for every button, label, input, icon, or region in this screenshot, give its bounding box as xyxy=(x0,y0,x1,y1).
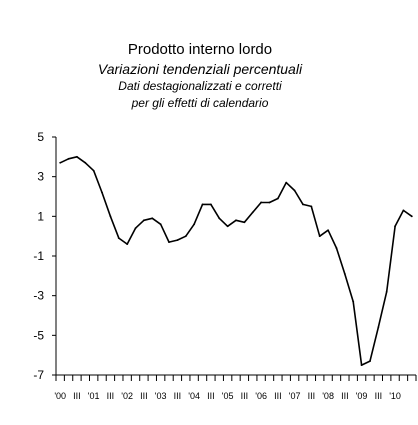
data-point xyxy=(184,235,187,238)
data-point xyxy=(193,223,196,226)
data-point xyxy=(126,243,129,246)
data-point xyxy=(168,241,170,244)
data-point xyxy=(243,221,246,224)
x-tick-label: III xyxy=(207,391,215,401)
data-point xyxy=(268,201,271,204)
data-point xyxy=(151,217,154,220)
data-point xyxy=(285,181,288,184)
data-point xyxy=(327,229,329,232)
data-point xyxy=(360,364,363,366)
chart-subtitle: Variazioni tendenziali percentuali xyxy=(97,61,303,77)
series-lines xyxy=(59,155,413,366)
data-point xyxy=(117,237,120,240)
x-tick-label: '06 xyxy=(255,391,267,401)
data-point xyxy=(218,217,221,220)
data-point xyxy=(201,203,204,206)
data-point xyxy=(293,189,296,192)
data-point xyxy=(335,247,338,249)
data-point xyxy=(251,211,254,214)
data-point xyxy=(209,203,212,206)
y-tick-label: -5 xyxy=(33,328,44,342)
x-tick-label: III xyxy=(140,391,148,401)
chart-title: Prodotto interno lordo xyxy=(127,41,273,58)
data-point xyxy=(310,205,313,208)
data-point xyxy=(276,197,279,200)
y-tick-label: -3 xyxy=(33,289,44,303)
data-point xyxy=(302,203,304,206)
data-point xyxy=(260,201,263,204)
data-point xyxy=(109,215,112,218)
x-tick-label: '07 xyxy=(289,391,301,401)
x-tick-label: '10 xyxy=(389,391,401,401)
x-tick-label: '01 xyxy=(88,391,100,401)
data-point xyxy=(84,161,87,164)
data-point xyxy=(385,290,388,293)
data-point xyxy=(176,239,179,242)
data-point xyxy=(143,219,145,222)
data-point xyxy=(76,155,78,158)
chart-note-line-2: per gli effetti di calendario xyxy=(131,96,269,110)
data-point xyxy=(352,300,355,303)
data-point xyxy=(369,360,371,363)
x-tick-label: III xyxy=(308,391,316,401)
x-axis-ticks: '00 III '01 III '02 III '03 III '04 III '05 III '06 I… xyxy=(54,375,417,401)
data-point xyxy=(318,235,321,238)
x-tick-label: III xyxy=(241,391,249,401)
data-point xyxy=(394,225,396,228)
y-tick-label: 5 xyxy=(37,130,44,144)
chart-titles: Prodotto interno lordo Variazioni tenden… xyxy=(0,40,400,112)
x-tick-label: '05 xyxy=(222,391,234,401)
x-tick-label: '00 xyxy=(54,391,66,401)
y-tick-label: 1 xyxy=(37,209,44,223)
data-point xyxy=(67,157,70,160)
data-point xyxy=(92,169,95,172)
x-tick-label: '04 xyxy=(188,391,200,401)
x-tick-label: III xyxy=(73,391,81,401)
data-point xyxy=(402,209,405,212)
x-tick-label: III xyxy=(274,391,282,401)
x-tick-label: III xyxy=(107,391,115,401)
x-tick-label: III xyxy=(341,391,349,401)
y-tick-label: -7 xyxy=(33,368,44,382)
x-tick-label: III xyxy=(174,391,182,401)
data-point xyxy=(59,161,62,164)
data-point xyxy=(343,272,346,275)
y-tick-label: -1 xyxy=(33,249,44,263)
x-tick-label: '08 xyxy=(322,391,334,401)
x-tick-label: III xyxy=(375,391,383,401)
data-point xyxy=(377,326,380,329)
x-tick-label: '02 xyxy=(121,391,133,401)
data-point xyxy=(134,227,137,230)
data-point xyxy=(159,223,162,226)
y-tick-label: 3 xyxy=(37,170,44,184)
data-point xyxy=(226,225,229,228)
series-line xyxy=(59,156,413,366)
x-tick-label: '09 xyxy=(356,391,368,401)
data-point xyxy=(101,191,103,194)
data-point xyxy=(410,215,413,218)
x-tick-label: '03 xyxy=(155,391,167,401)
data-point xyxy=(235,219,237,222)
axes xyxy=(55,137,416,376)
chart-note-line-1: Dati destagionalizzati e corretti xyxy=(118,79,282,93)
y-axis-ticks: 5 3 1 -1 -3 -5 -7 xyxy=(33,130,56,382)
